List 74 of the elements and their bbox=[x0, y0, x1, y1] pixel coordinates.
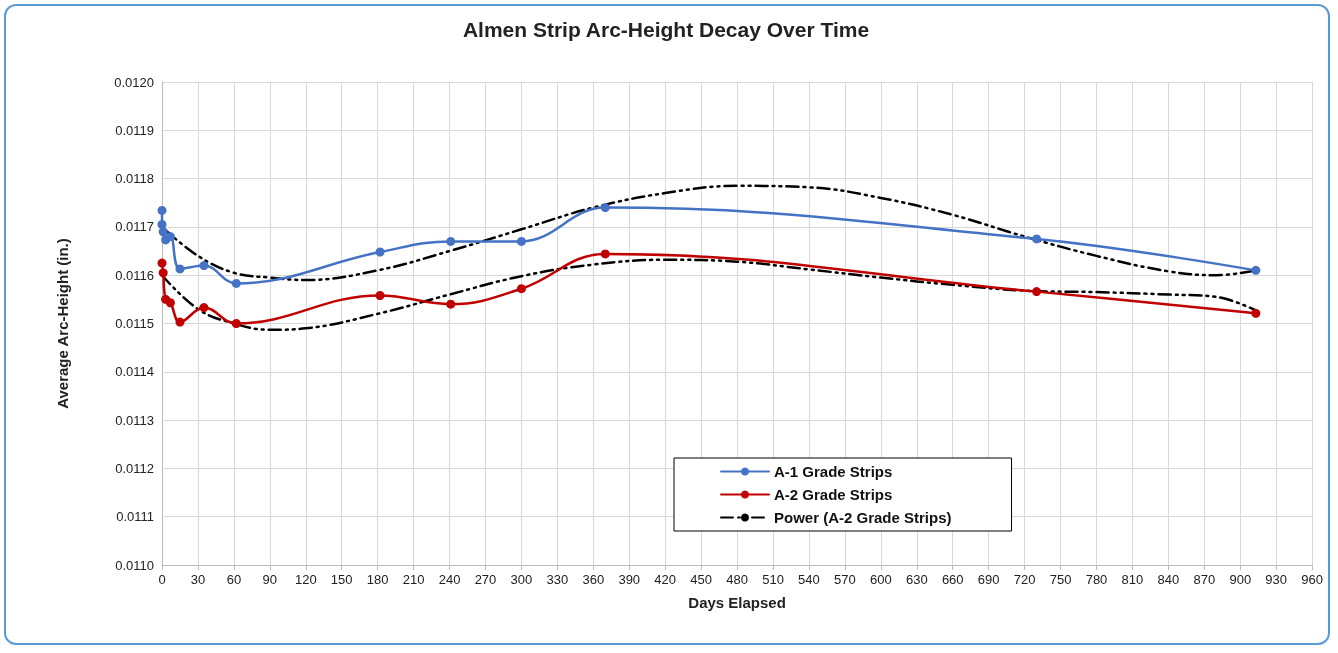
x-tick-label: 210 bbox=[402, 572, 425, 587]
x-tick-label: 870 bbox=[1193, 572, 1216, 587]
point bbox=[446, 299, 456, 309]
x-tick-label: 570 bbox=[834, 572, 856, 587]
y-tick-label: 0.0113 bbox=[115, 412, 154, 428]
point bbox=[375, 290, 385, 300]
y-tick-label: 0.0119 bbox=[115, 122, 154, 138]
y-tick-label: 0.0115 bbox=[115, 316, 154, 331]
x-tick-label: 90 bbox=[262, 572, 278, 587]
x-tick-label: 660 bbox=[941, 572, 964, 587]
point bbox=[1251, 308, 1261, 318]
point bbox=[231, 319, 241, 328]
point bbox=[175, 264, 185, 274]
point bbox=[165, 232, 175, 242]
x-tick-label: 510 bbox=[762, 572, 784, 587]
y-axis-title: Average Arc-Height (in.) bbox=[54, 238, 71, 409]
x-tick-label: 480 bbox=[726, 572, 748, 587]
x-tick-label: 630 bbox=[905, 572, 928, 587]
x-tick-label: 390 bbox=[618, 572, 641, 587]
y-tick-label: 0.0114 bbox=[115, 364, 154, 380]
point bbox=[157, 258, 167, 268]
x-axis-title: Days Elapsed bbox=[688, 594, 786, 611]
x-tick-label: 240 bbox=[438, 572, 461, 587]
legend-label: Power (A-2 Grade Strips) bbox=[774, 509, 952, 526]
y-tick-label: 0.0116 bbox=[115, 267, 154, 283]
y-tick-label: 0.0117 bbox=[115, 219, 154, 235]
x-tick-label: 690 bbox=[977, 572, 1000, 587]
point bbox=[375, 247, 385, 257]
x-tick-label: 0 bbox=[158, 572, 166, 587]
y-tick-label: 0.0111 bbox=[116, 509, 154, 525]
point bbox=[1251, 265, 1261, 275]
x-tick-label: 150 bbox=[330, 572, 353, 587]
point bbox=[158, 268, 168, 278]
x-tick-label: 60 bbox=[226, 572, 242, 587]
y-tick-label: 0.0118 bbox=[115, 171, 154, 187]
x-tick-label: 960 bbox=[1301, 572, 1324, 587]
x-tick-label: 720 bbox=[1013, 572, 1036, 587]
legend-label: A-1 Grade Strips bbox=[774, 463, 893, 480]
point bbox=[446, 236, 456, 246]
point bbox=[175, 317, 185, 327]
point bbox=[158, 227, 168, 237]
x-tick-label: 300 bbox=[510, 572, 533, 587]
x-tick-label: 30 bbox=[190, 572, 206, 587]
x-tick-label: 600 bbox=[870, 572, 892, 587]
legend-label: A-2 Grade Strips bbox=[774, 486, 893, 503]
point bbox=[516, 284, 526, 294]
y-tick-label: 0.0120 bbox=[114, 74, 154, 90]
x-tick-label: 540 bbox=[798, 572, 820, 587]
x-tick-label: 330 bbox=[546, 572, 569, 587]
x-tick-label: 900 bbox=[1229, 572, 1252, 587]
x-tick-label: 120 bbox=[294, 572, 317, 587]
chart-title: Almen Strip Arc-Height Decay Over Time bbox=[462, 18, 870, 41]
x-tick-label: 270 bbox=[474, 572, 497, 587]
point bbox=[1032, 234, 1042, 244]
point bbox=[1032, 287, 1042, 297]
point bbox=[231, 278, 241, 288]
point bbox=[157, 205, 167, 215]
x-tick-label: 840 bbox=[1157, 572, 1180, 587]
y-tick-label: 0.0112 bbox=[115, 460, 154, 476]
point bbox=[516, 236, 526, 246]
x-tick-label: 450 bbox=[690, 572, 712, 587]
x-tick-label: 810 bbox=[1121, 572, 1144, 587]
point bbox=[199, 303, 209, 313]
x-tick-label: 360 bbox=[582, 572, 605, 587]
x-tick-label: 180 bbox=[366, 572, 389, 587]
x-tick-label: 750 bbox=[1049, 572, 1072, 587]
point bbox=[165, 298, 175, 308]
x-tick-label: 930 bbox=[1265, 572, 1288, 587]
y-tick-label: 0.0110 bbox=[115, 557, 154, 573]
x-tick-label: 780 bbox=[1085, 572, 1108, 587]
point bbox=[600, 203, 610, 213]
point bbox=[600, 249, 610, 259]
x-tick-label: 420 bbox=[654, 572, 677, 587]
point bbox=[199, 261, 209, 271]
